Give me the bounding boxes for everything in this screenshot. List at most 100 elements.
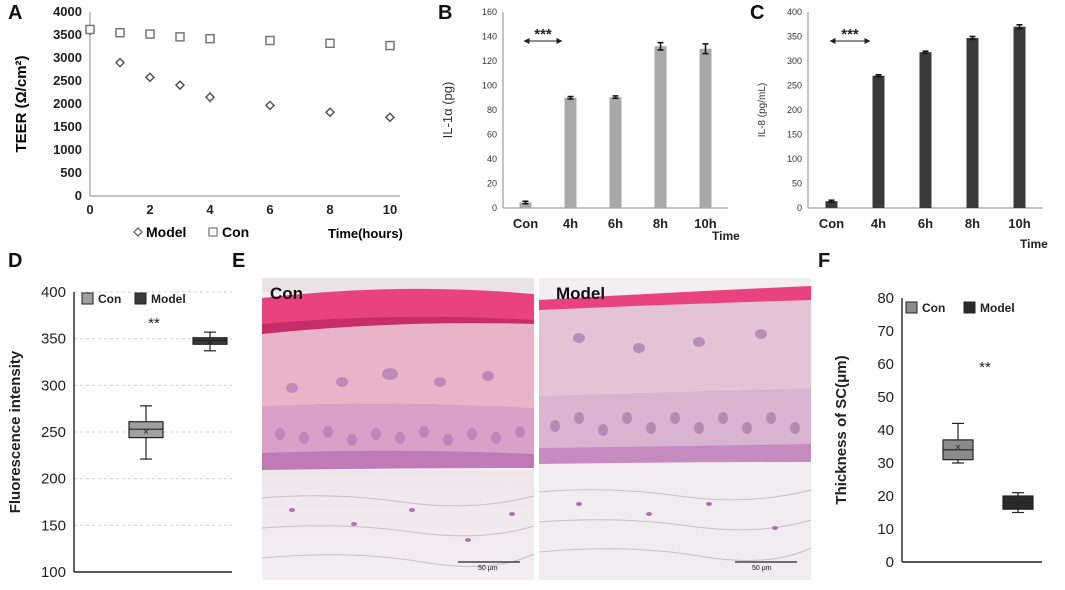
il1a-bar-chart: 0 20 40 60 80 100 120 140 160 IL-1α (pg) Con 4h 6h 8h…: [440, 7, 740, 243]
data-point-model: [204, 92, 216, 103]
y-tick-label: 250: [41, 424, 66, 441]
data-point-model: [174, 80, 186, 91]
y-tick-label: 200: [41, 471, 66, 488]
y-tick-label: 1500: [53, 119, 82, 134]
legend-label-model: Model: [151, 292, 186, 306]
y-tick-label: 100: [41, 564, 66, 581]
y-tick-label: 50: [792, 179, 802, 189]
y-tick-label: 100: [482, 81, 497, 91]
bar-4h: [564, 97, 577, 208]
legend-label-con: Con: [922, 301, 945, 315]
y-tick-label: 3500: [53, 27, 82, 42]
legend-swatch-model: [134, 292, 147, 305]
bar-con: [519, 202, 532, 208]
y-tick-label: 400: [787, 7, 802, 17]
legend-label-con: Con: [222, 224, 249, 240]
legend-swatch-model: [963, 301, 976, 314]
x-tick-label: Con: [819, 216, 844, 231]
x-tick-label: Con: [513, 216, 538, 231]
significance-label: ***: [534, 26, 552, 43]
data-point-con: [175, 32, 185, 42]
histology-image-con: [261, 278, 535, 580]
x-tick-label: 6: [266, 202, 273, 217]
data-point-model: [114, 57, 126, 68]
x-tick-label: 6h: [608, 216, 623, 231]
histology-label-con: Con: [270, 284, 304, 303]
x-tick-label: 8h: [653, 216, 668, 231]
histology-label-model: Model: [556, 284, 606, 303]
teer-scatter-chart: 0 500 1000 1500 2000 2500 3000 3500 4000 0 2 4 6 8 10 T…: [13, 4, 403, 241]
y-tick-label: 100: [787, 154, 802, 164]
data-point-con: [205, 33, 215, 44]
y-tick-label: 150: [41, 517, 66, 534]
significance-label: **: [979, 359, 991, 376]
data-point-model: [264, 100, 276, 111]
y-tick-label: 20: [487, 179, 497, 189]
legend-label-model: Model: [146, 224, 186, 240]
bar-4h: [872, 75, 885, 208]
bar-con: [825, 201, 838, 208]
y-tick-label: 80: [487, 105, 497, 115]
bar-8h: [966, 37, 979, 208]
y-tick-label: 350: [787, 32, 802, 42]
y-tick-label: 160: [482, 7, 497, 17]
bar-8h: [654, 46, 667, 208]
sc-thickness-boxplot: 0 10 20 30 40 50 60 70 80 Thickness of SC(μm) Con M…: [833, 290, 1042, 571]
bar-6h: [609, 97, 622, 208]
x-tick-label: 0: [86, 202, 93, 217]
significance-label: ***: [841, 26, 859, 43]
y-axis-label: Thickness of SC(μm): [833, 355, 850, 504]
data-point-con: [265, 35, 275, 46]
data-point-con: [115, 27, 125, 38]
arrow-head-left: [829, 38, 836, 44]
arrow-head-right: [556, 38, 563, 44]
histology-image-model: [538, 278, 812, 580]
bar-10h: [1013, 26, 1026, 209]
data-point-con: [325, 38, 335, 49]
x-tick-label: 6h: [918, 216, 933, 231]
panel-label-f: F: [818, 250, 831, 272]
y-tick-label: 500: [60, 165, 82, 180]
mean-marker: ×: [955, 443, 961, 454]
mean-marker: ×: [1015, 499, 1021, 510]
y-tick-label: 250: [787, 81, 802, 91]
mean-marker: ×: [207, 337, 213, 348]
y-tick-label: 400: [41, 284, 66, 301]
y-tick-label: 3000: [53, 50, 82, 65]
y-axis-label: TEER (Ω/cm²): [13, 55, 30, 152]
y-tick-label: 4000: [53, 4, 82, 19]
x-tick-label: 8: [326, 202, 333, 217]
y-tick-label: 140: [482, 32, 497, 42]
y-tick-label: 40: [487, 154, 497, 164]
y-tick-label: 0: [797, 203, 802, 213]
y-tick-label: 20: [877, 488, 894, 505]
y-tick-label: 0: [75, 188, 82, 203]
legend-label-con: Con: [98, 292, 121, 306]
y-tick-label: 0: [492, 203, 497, 213]
legend-swatch-con: [905, 301, 918, 314]
legend-marker-con: [208, 227, 218, 237]
y-tick-label: 80: [877, 290, 894, 307]
arrow-head-left: [523, 38, 530, 44]
x-tick-label: 10h: [694, 216, 716, 231]
panel-label-c: C: [750, 2, 765, 24]
x-tick-label: 2: [146, 202, 153, 217]
x-axis-label: Time: [712, 229, 740, 243]
panel-label-d: D: [8, 250, 23, 272]
data-point-model: [324, 107, 336, 118]
arrow-head-right: [864, 38, 871, 44]
y-tick-label: 300: [41, 377, 66, 394]
legend-swatch-con: [81, 292, 94, 305]
x-tick-label: 4h: [563, 216, 578, 231]
y-tick-label: 10: [877, 521, 894, 538]
x-axis-label: Time(hours): [328, 226, 403, 241]
data-point-model: [144, 72, 156, 83]
y-tick-label: 300: [787, 56, 802, 66]
panel-label-a: A: [8, 2, 23, 24]
il8-bar-chart: 0 50 100 150 200 250 300 350 400 IL-8 (pg/mL) Con 4…: [757, 7, 1048, 251]
y-tick-label: 2500: [53, 73, 82, 88]
y-tick-label: 1000: [53, 142, 82, 157]
bar-10h: [699, 48, 712, 208]
y-tick-label: 350: [41, 331, 66, 348]
x-tick-label: 8h: [965, 216, 980, 231]
